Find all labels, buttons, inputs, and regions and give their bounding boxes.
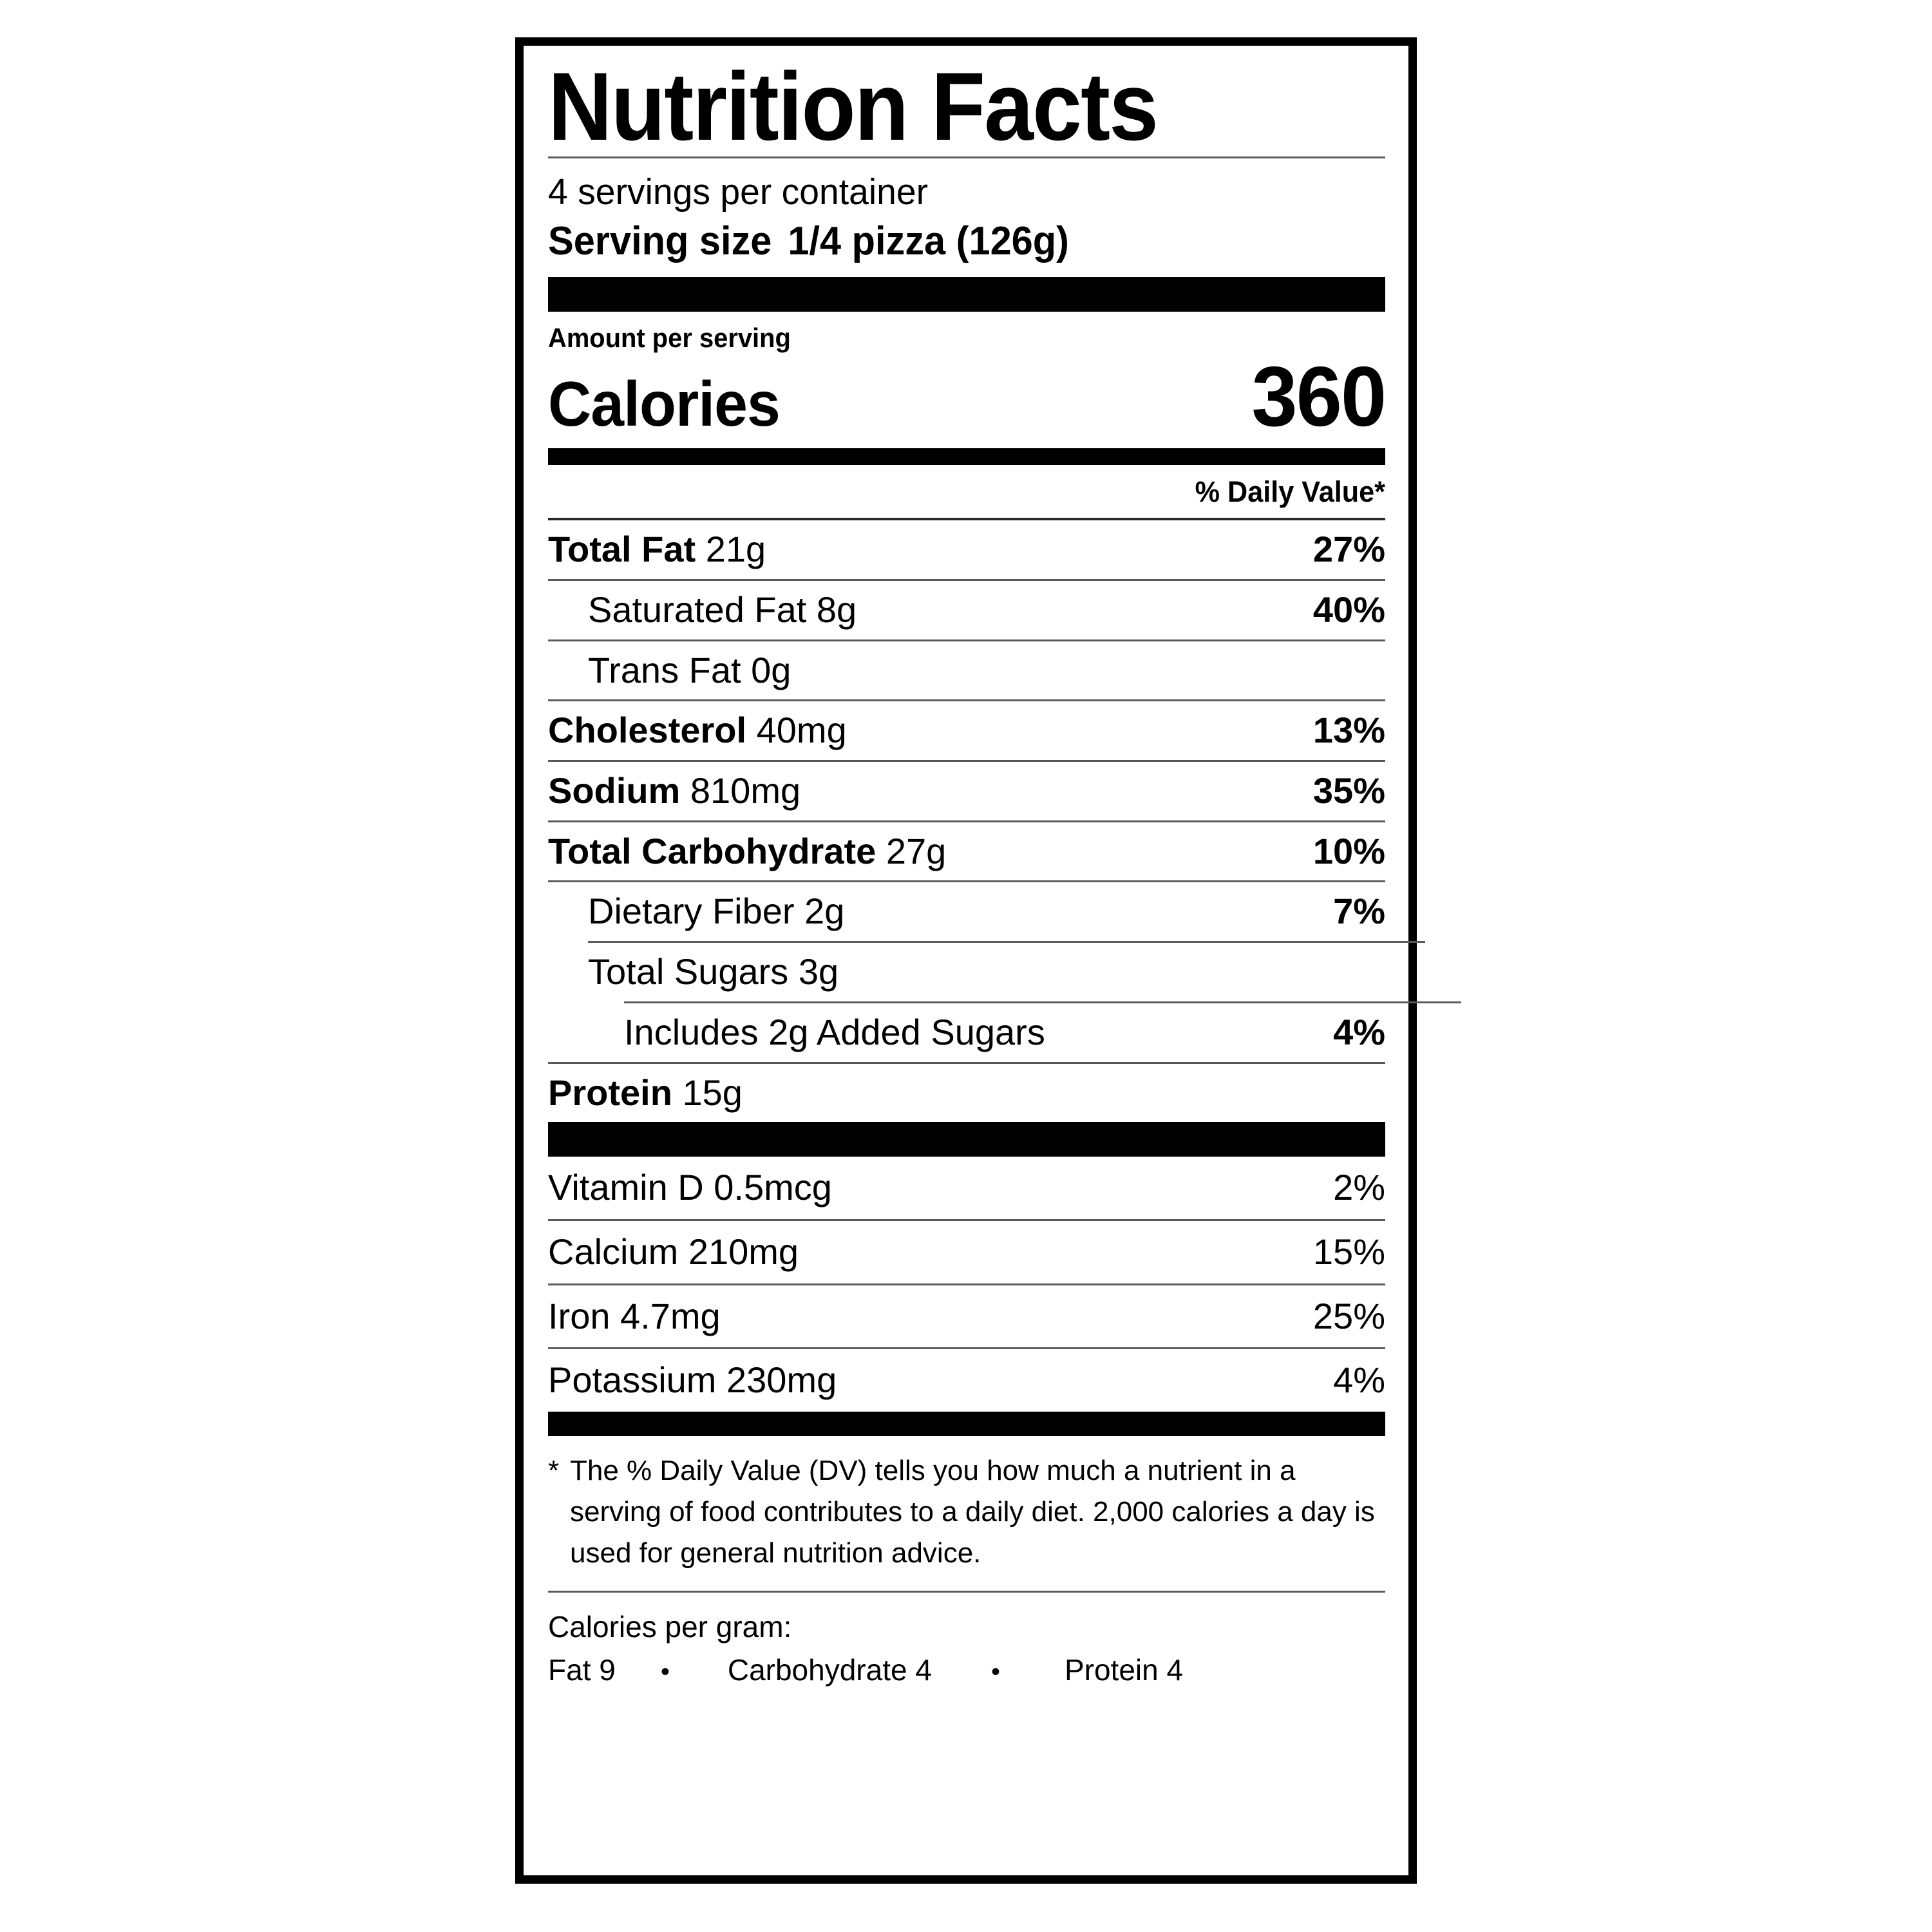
- cholesterol-amount: 40mg: [756, 710, 847, 751]
- serving-size-separator-bar: [548, 276, 1385, 312]
- serving-size-label: Serving size: [548, 218, 772, 263]
- protein-label: Protein 15g: [548, 1072, 743, 1113]
- table-row-added-sugars: Includes 2g Added Sugars 4%: [548, 1003, 1385, 1062]
- total-sugars-label: Total Sugars 3g: [588, 951, 839, 992]
- saturated-fat-dv: 40%: [1312, 589, 1385, 630]
- vitamins-separator-bar: [548, 1412, 1385, 1437]
- table-row-trans-fat: Trans Fat 0g: [548, 641, 1385, 700]
- bullet-separator-icon: •: [660, 1657, 670, 1686]
- title-divider: [548, 156, 1385, 158]
- servings-per-container: 4 servings per container: [548, 171, 929, 213]
- calcium-dv: 15%: [1312, 1231, 1385, 1273]
- page-title: Nutrition Facts: [548, 52, 1159, 160]
- table-row-iron: Iron 4.7mg 25%: [548, 1285, 1385, 1348]
- iron-label: Iron 4.7mg: [548, 1295, 721, 1336]
- table-row-total-sugars: Total Sugars 3g: [548, 943, 1385, 1001]
- table-row-calcium: Calcium 210mg 15%: [548, 1221, 1385, 1283]
- table-row-saturated-fat: Saturated Fat 8g 40%: [548, 581, 1385, 639]
- dietary-fiber-dv: 7%: [1333, 891, 1385, 932]
- sodium-amount: 810mg: [690, 770, 801, 811]
- table-row-cholesterol: Cholesterol 40mg 13%: [548, 701, 1385, 760]
- sodium-label: Sodium 810mg: [548, 770, 801, 811]
- dv-header-divider: [548, 518, 1385, 521]
- table-row-total-fat: Total Fat 21g 27%: [548, 520, 1385, 579]
- calcium-label: Calcium 210mg: [548, 1231, 799, 1273]
- calories-per-gram-row: Fat 9 • Carbohydrate 4 • Protein 4: [548, 1653, 1385, 1688]
- row-divider: [588, 941, 1425, 943]
- nutrition-facts-label: Nutrition Facts 4 servings per container…: [515, 37, 1461, 1884]
- row-divider: [548, 699, 1385, 702]
- calories-row: Calories 360: [548, 349, 1387, 444]
- protein-name: Protein: [548, 1072, 672, 1113]
- dietary-fiber-label: Dietary Fiber 2g: [588, 891, 845, 932]
- label-inner: Nutrition Facts 4 servings per container…: [524, 46, 1461, 1875]
- protein-separator-bar: [548, 1122, 1385, 1157]
- cpg-protein: Protein 4: [1064, 1653, 1184, 1687]
- daily-value-header: % Daily Value*: [1195, 475, 1385, 509]
- total-fat-amount: 21g: [705, 529, 766, 570]
- total-carbohydrate-amount: 27g: [886, 830, 947, 871]
- row-divider: [548, 1347, 1385, 1350]
- total-fat-dv: 27%: [1312, 529, 1385, 570]
- potassium-dv: 4%: [1333, 1359, 1385, 1401]
- footnote-asterisk: *: [548, 1455, 560, 1487]
- calories-separator-bar: [548, 448, 1385, 466]
- table-row-sodium: Sodium 810mg 35%: [548, 762, 1385, 820]
- added-sugars-label: Includes 2g Added Sugars: [624, 1011, 1045, 1052]
- cholesterol-name: Cholesterol: [548, 710, 747, 751]
- table-row-total-carbohydrate: Total Carbohydrate 27g 10%: [548, 822, 1385, 881]
- table-row-protein: Protein 15g: [548, 1064, 1385, 1122]
- total-fat-name: Total Fat: [548, 529, 696, 570]
- row-divider: [624, 1001, 1461, 1003]
- sodium-name: Sodium: [548, 770, 681, 811]
- table-row-potassium: Potassium 230mg 4%: [548, 1349, 1385, 1412]
- vitamin-d-dv: 2%: [1333, 1167, 1385, 1208]
- potassium-label: Potassium 230mg: [548, 1359, 837, 1401]
- footnote-divider: [548, 1590, 1385, 1593]
- serving-size-value: 1/4 pizza (126g): [788, 218, 1069, 263]
- total-fat-label: Total Fat 21g: [548, 529, 766, 570]
- cpg-carbohydrate: Carbohydrate 4: [727, 1653, 932, 1687]
- total-carbohydrate-label: Total Carbohydrate 27g: [548, 831, 946, 872]
- row-divider: [548, 1283, 1385, 1285]
- saturated-fat-label: Saturated Fat 8g: [588, 589, 857, 630]
- bullet-separator-icon: •: [990, 1657, 1000, 1686]
- row-divider: [548, 880, 1385, 883]
- table-row-vitamin-d: Vitamin D 0.5mcg 2%: [548, 1157, 1385, 1219]
- calories-label: Calories: [548, 368, 781, 440]
- serving-size-row: Serving size 1/4 pizza (126g): [548, 218, 1352, 265]
- table-row-dietary-fiber: Dietary Fiber 2g 7%: [548, 882, 1385, 941]
- cholesterol-label: Cholesterol 40mg: [548, 710, 847, 751]
- cpg-fat: Fat 9: [548, 1653, 616, 1687]
- calories-value: 360: [1251, 349, 1387, 444]
- row-divider: [548, 1219, 1385, 1222]
- added-sugars-dv: 4%: [1333, 1011, 1385, 1052]
- calories-per-gram-title: Calories per gram:: [548, 1609, 792, 1643]
- protein-amount: 15g: [682, 1072, 743, 1113]
- row-divider: [548, 759, 1385, 762]
- total-carbohydrate-dv: 10%: [1312, 830, 1385, 871]
- amount-per-serving-label: Amount per serving: [548, 322, 791, 353]
- vitamin-d-label: Vitamin D 0.5mcg: [548, 1167, 832, 1208]
- row-divider: [548, 639, 1385, 641]
- total-carbohydrate-name: Total Carbohydrate: [548, 830, 876, 871]
- cholesterol-dv: 13%: [1312, 710, 1385, 751]
- row-divider: [548, 820, 1385, 822]
- sodium-dv: 35%: [1312, 770, 1385, 811]
- footnote-text: The % Daily Value (DV) tells you how muc…: [570, 1455, 1375, 1569]
- trans-fat-label: Trans Fat 0g: [588, 649, 791, 690]
- iron-dv: 25%: [1312, 1295, 1385, 1336]
- row-divider: [548, 1061, 1385, 1064]
- daily-value-footnote: * The % Daily Value (DV) tells you how m…: [548, 1450, 1385, 1573]
- row-divider: [548, 578, 1385, 581]
